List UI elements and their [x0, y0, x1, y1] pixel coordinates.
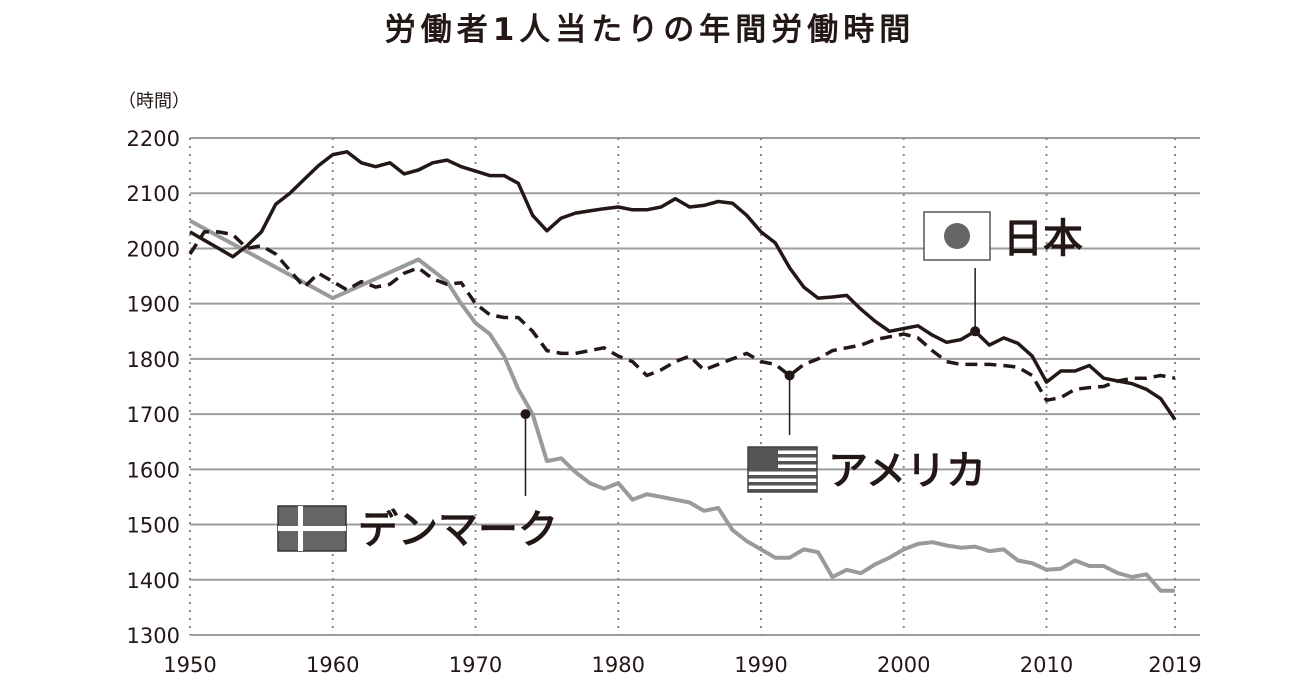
usa-flag-stripe: [748, 478, 817, 482]
y-tick-label: 1300: [127, 624, 180, 648]
x-tick-label: 2019: [1148, 653, 1201, 677]
y-tick-label: 1800: [127, 348, 180, 372]
y-tick-label: 2000: [127, 237, 180, 261]
x-tick-label: 1990: [734, 653, 787, 677]
usa-flag-stripe: [748, 475, 817, 479]
y-tick-label: 1500: [127, 514, 180, 538]
series-line-denmark: [189, 219, 1175, 593]
y-tick-label: 2100: [127, 182, 180, 206]
usa-flag-stripe: [748, 454, 817, 458]
x-tick-label: 1950: [163, 653, 216, 677]
y-tick-label: 1700: [127, 403, 180, 427]
denmark-flag-cross-h: [278, 526, 346, 531]
usa-flag-border: [747, 446, 818, 493]
japan-marker-dot: [970, 326, 981, 337]
x-tick-label: 1970: [449, 653, 502, 677]
usa-flag-stripe: [748, 482, 817, 486]
denmark-label: デンマーク: [358, 507, 558, 553]
y-tick-label: 1600: [127, 458, 180, 482]
y-axis-unit: （時間）: [118, 91, 190, 112]
japan-flag-circle: [944, 223, 970, 249]
series-line-usa: [188, 230, 1176, 403]
usa-flag-stripe: [748, 457, 817, 461]
x-tick-label: 1980: [592, 653, 645, 677]
series-line-japan: [189, 150, 1177, 421]
x-tick-label: 2010: [1020, 653, 1073, 677]
x-tick-label: 2000: [877, 653, 930, 677]
usa-flag-stripe: [748, 468, 817, 472]
usa-label: アメリカ: [828, 448, 986, 494]
chart-title: 労働者1人当たりの年間労働時間: [384, 12, 916, 48]
denmark-marker-dot: [520, 409, 531, 420]
y-tick-label: 2200: [127, 127, 180, 151]
usa-flag-stripe: [748, 461, 817, 465]
usa-marker-dot: [784, 370, 795, 381]
japan-label: 日本: [1003, 216, 1083, 262]
usa-flag-stripe: [748, 489, 817, 493]
usa-flag-stripe: [748, 450, 817, 454]
denmark-flag-icon: [277, 505, 347, 552]
usa-flag-canton: [748, 447, 778, 471]
usa-flag-icon: [747, 446, 818, 493]
usa-flag-stripe: [748, 471, 817, 475]
usa-flag-stripe: [748, 447, 817, 451]
usa-flag-stripe: [748, 485, 817, 489]
x-tick-label: 1960: [306, 653, 359, 677]
y-tick-label: 1400: [127, 569, 180, 593]
y-tick-label: 1900: [127, 293, 180, 317]
usa-flag-stripe: [748, 464, 817, 468]
